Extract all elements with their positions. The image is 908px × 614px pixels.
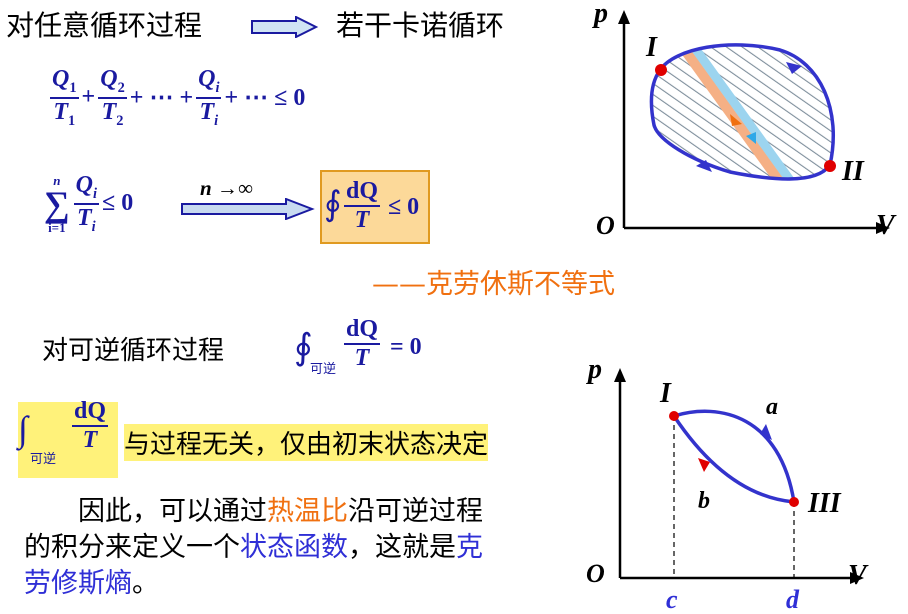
v-axis-label: V bbox=[876, 210, 897, 241]
rev-den: T bbox=[344, 343, 381, 372]
qi-symbol: Q bbox=[198, 66, 216, 92]
diagram-cycle: p V O I II bbox=[592, 0, 897, 241]
point-i-dot bbox=[655, 64, 667, 76]
path-num: dQ bbox=[74, 398, 107, 424]
p-axis-label-2: p bbox=[586, 354, 602, 385]
c-label: c bbox=[666, 585, 678, 612]
para-text6: ，这就是 bbox=[348, 532, 456, 563]
dots-plus: + ⋯ + bbox=[129, 85, 194, 112]
point-i2-dot bbox=[669, 411, 679, 421]
t1-symbol: T bbox=[53, 98, 68, 125]
point-ii-dot bbox=[824, 160, 836, 172]
plus-sign: + bbox=[81, 84, 96, 111]
sigma-num-sub: i bbox=[93, 185, 98, 202]
reversible-integral: ∮ 可逆 dQ T = 0 bbox=[294, 316, 444, 388]
limit-label: n →∞ bbox=[200, 176, 253, 201]
para-line1: 因此，可以通过热温比沿可逆过程 bbox=[24, 494, 584, 530]
diagram-reversible-paths: p V O I III a b c d bbox=[586, 354, 869, 612]
path-integral-icon: ∫ bbox=[18, 409, 28, 449]
q1-symbol: Q bbox=[52, 66, 70, 92]
sum-inequality: Q1 T1 + Q2 T2 + ⋯ + Qi Ti + ⋯ ≤ 0 bbox=[50, 66, 308, 130]
rev-rhs: = 0 bbox=[390, 334, 422, 360]
reversible-text: 对可逆循环过程 bbox=[42, 336, 225, 366]
ti-symbol: T bbox=[199, 98, 215, 125]
reversible-sub: 可逆 bbox=[310, 362, 337, 377]
d-label: d bbox=[786, 585, 800, 612]
sigma-den-sub: i bbox=[91, 218, 96, 235]
entropy-paragraph: 因此，可以通过热温比沿可逆过程 的积分来定义一个状态函数，这就是克 劳修斯熵。 bbox=[24, 494, 584, 602]
point-ii-label: II bbox=[841, 156, 865, 187]
clausius-box: ∮ dQ T ≤ 0 bbox=[320, 170, 430, 244]
right-arrow-icon bbox=[251, 16, 319, 38]
q2-sub: 2 bbox=[117, 79, 125, 96]
path-integral: ∫ 可逆 dQ T bbox=[18, 398, 118, 478]
sigma-num: Q bbox=[75, 172, 94, 198]
point-i-label: I bbox=[645, 32, 658, 63]
limit-arrow-icon bbox=[181, 198, 315, 220]
sigma-top: n bbox=[53, 172, 61, 188]
clausius-entropy-term-part2: 劳修斯熵 bbox=[24, 568, 132, 599]
para-text4: 的积分来定义一个 bbox=[24, 532, 240, 563]
rev-num: dQ bbox=[346, 316, 379, 342]
limit-text: n →∞ bbox=[200, 176, 253, 200]
para-line3: 劳修斯熵。 bbox=[24, 566, 584, 602]
arbitrary-cycle-text: 对任意循环过程 bbox=[6, 9, 203, 42]
clausius-entropy-term-part1: 克 bbox=[456, 532, 483, 563]
boxed-rhs: ≤ 0 bbox=[388, 194, 420, 220]
dots-leq-zero: + ⋯ ≤ 0 bbox=[224, 85, 306, 112]
qi-sub: i bbox=[215, 79, 220, 96]
path-sub: 可逆 bbox=[30, 452, 57, 467]
point-iii-label: III bbox=[807, 488, 842, 519]
line1: 对任意循环过程 bbox=[6, 4, 202, 44]
path-independent-text: 与过程无关，仅由初末状态决定 bbox=[124, 424, 489, 461]
boxed-den: T bbox=[344, 205, 381, 234]
sigma-bottom: i=1 bbox=[48, 219, 66, 235]
clausius-label: ——克劳休斯不等式 bbox=[372, 269, 615, 300]
path-b bbox=[672, 415, 795, 504]
t2-sub: 2 bbox=[116, 112, 124, 129]
ti-sub: i bbox=[214, 112, 219, 129]
sigma-icon: ∑ bbox=[44, 183, 70, 224]
cycle-curve bbox=[649, 43, 835, 181]
sigma-den: T bbox=[77, 204, 92, 231]
v-axis-label-2: V bbox=[848, 560, 869, 591]
path-a bbox=[673, 409, 796, 503]
contour-integral-icon: ∮ bbox=[324, 186, 342, 223]
point-i2-label: I bbox=[659, 378, 672, 409]
q2-symbol: Q bbox=[100, 66, 118, 92]
para-text9: 。 bbox=[132, 568, 159, 599]
sigma-rhs: ≤ 0 bbox=[102, 190, 134, 217]
reversible-contour-icon: ∮ bbox=[294, 327, 313, 367]
carnot-cycles-text: 若干卡诺循环 bbox=[336, 9, 505, 42]
heat-temp-ratio-term: 热温比 bbox=[267, 496, 348, 527]
para-line2: 的积分来定义一个状态函数，这就是克 bbox=[24, 530, 584, 566]
boxed-num: dQ bbox=[346, 178, 379, 204]
origin-label-2: O bbox=[586, 559, 605, 588]
q1-sub: 1 bbox=[69, 79, 77, 96]
t1-sub: 1 bbox=[68, 112, 76, 129]
para-text1: 因此，可以通过 bbox=[78, 496, 267, 527]
sigma-formula: n ∑ i=1 Qi Ti ≤ 0 bbox=[44, 172, 136, 236]
origin-label: O bbox=[596, 211, 615, 240]
path-b-label: b bbox=[698, 488, 710, 514]
para-text3: 沿可逆过程 bbox=[348, 496, 483, 527]
path-a-label: a bbox=[766, 394, 778, 420]
point-iii-dot bbox=[789, 497, 799, 507]
t2-symbol: T bbox=[101, 98, 117, 125]
state-function-term: 状态函数 bbox=[240, 532, 348, 563]
p-axis-label: p bbox=[592, 0, 608, 29]
path-den: T bbox=[72, 425, 109, 454]
